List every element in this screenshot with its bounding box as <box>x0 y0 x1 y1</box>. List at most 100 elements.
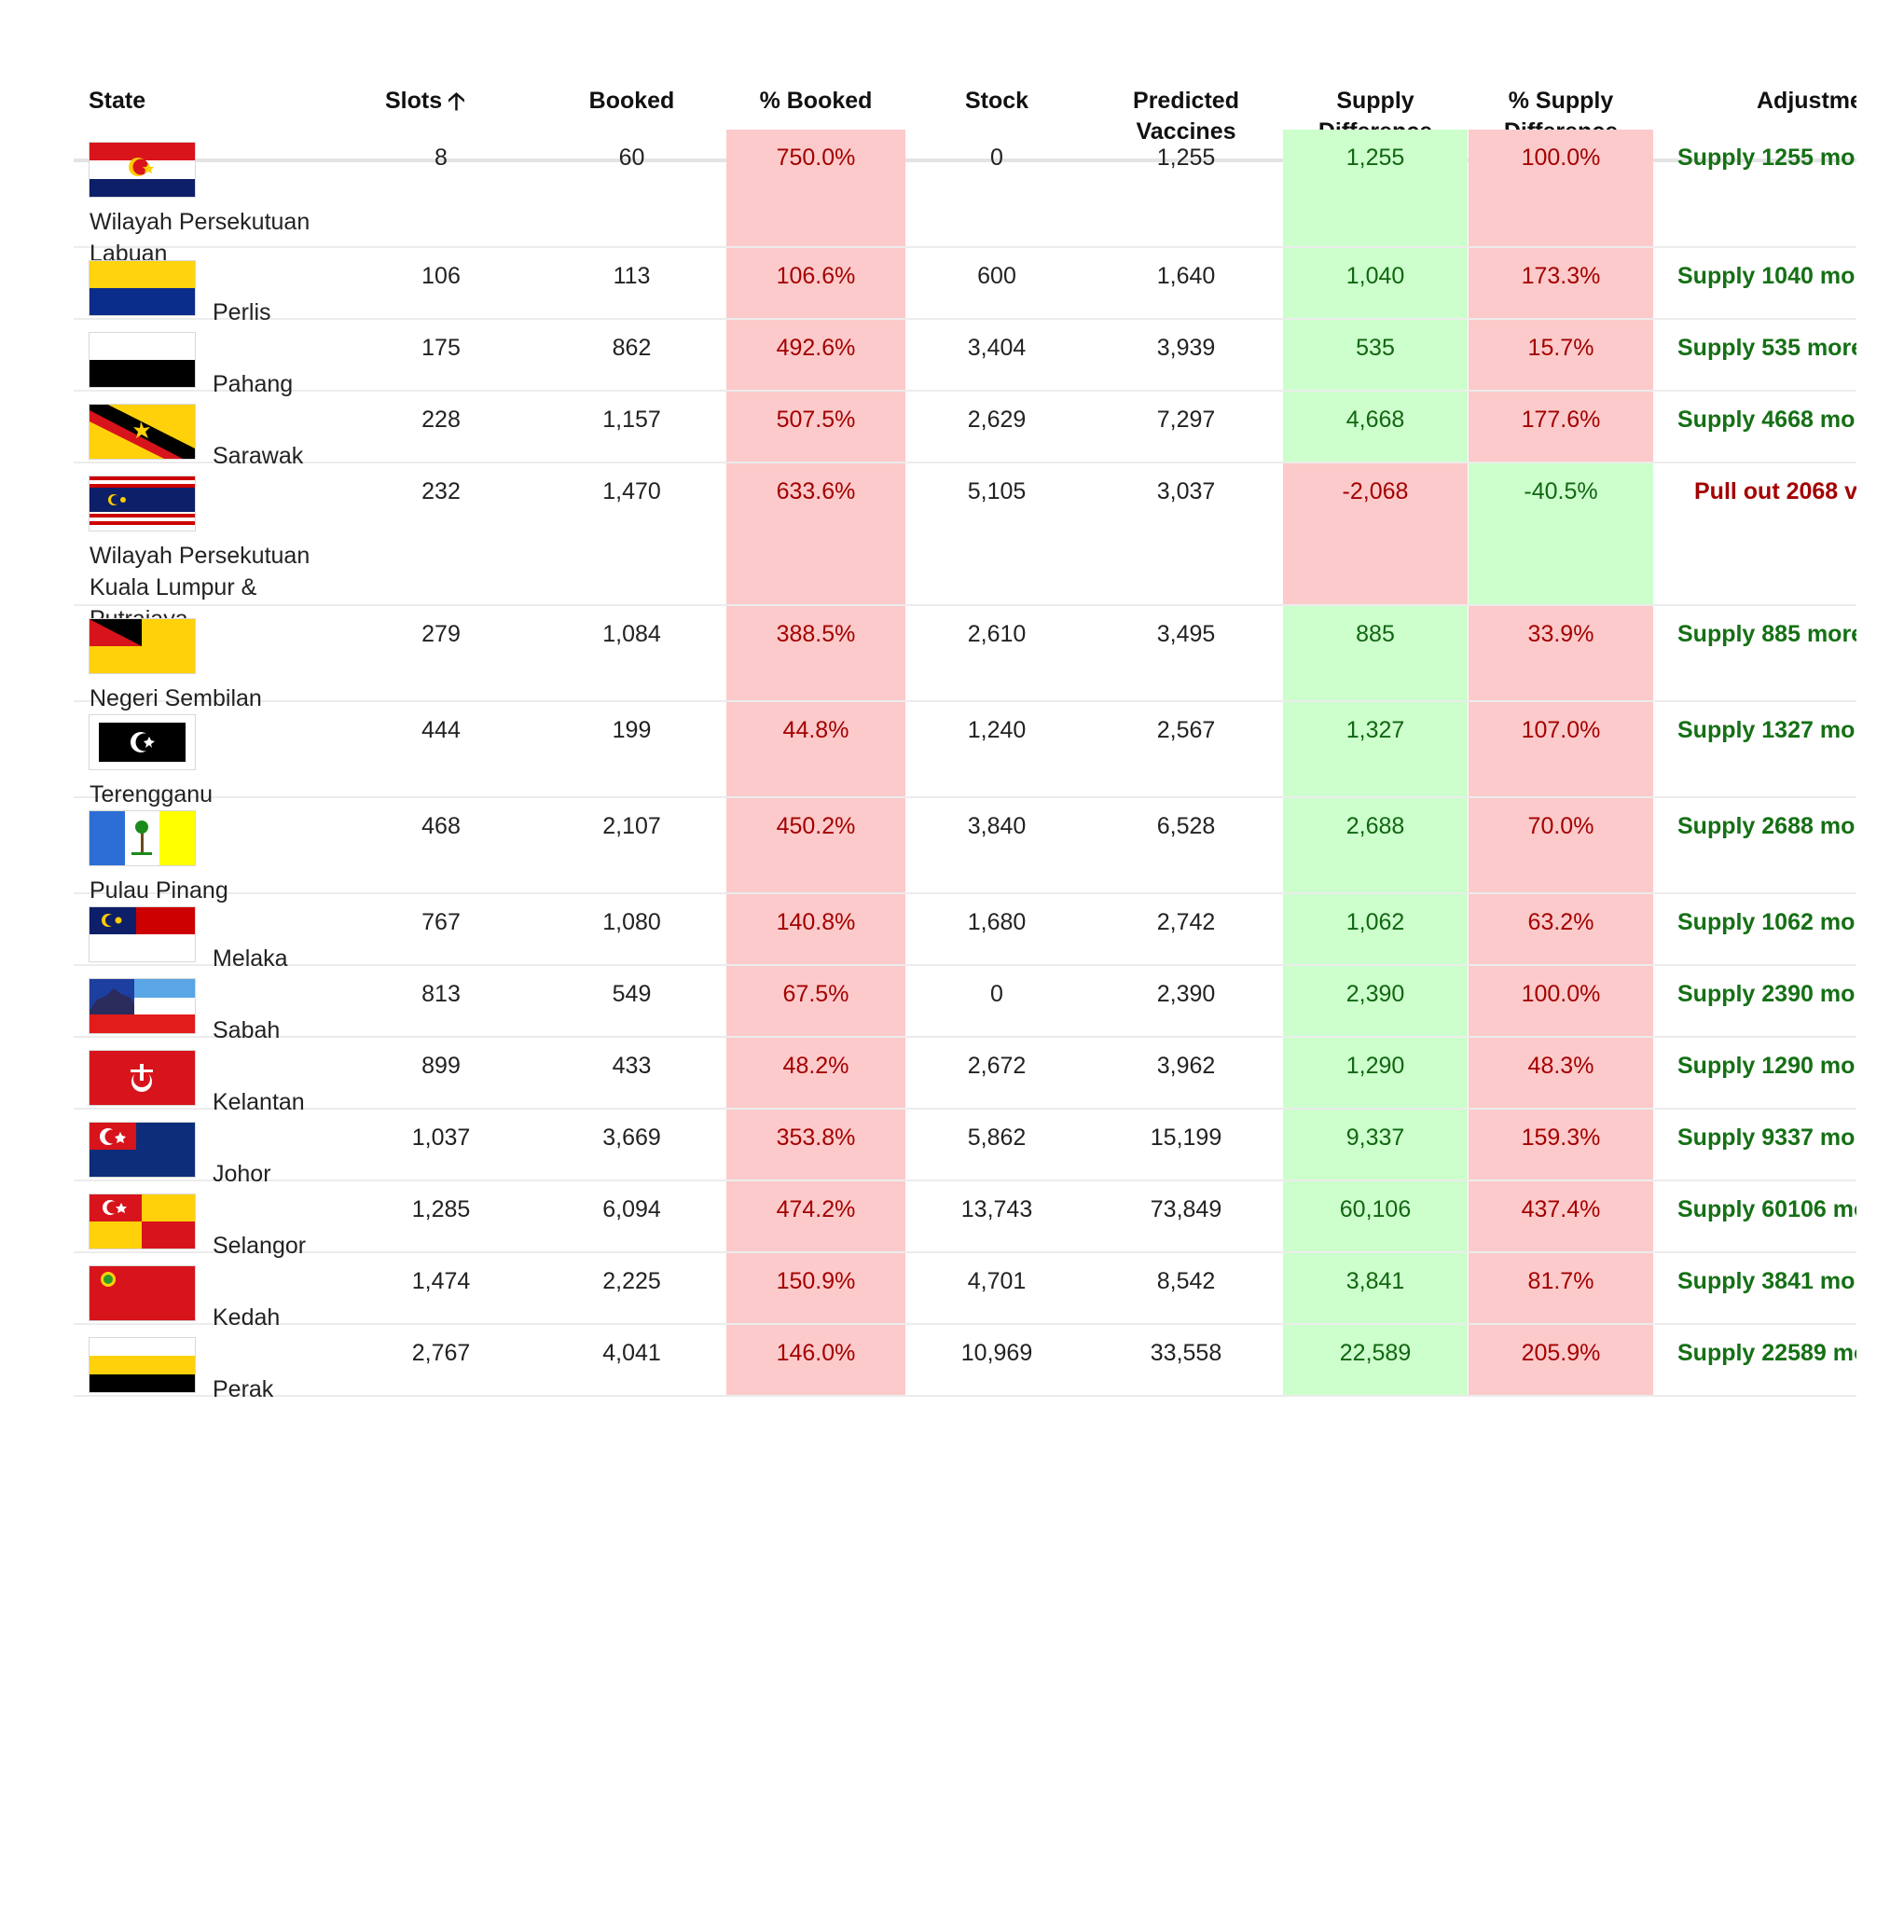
perak-flag <box>90 1338 195 1392</box>
header-adjustment[interactable]: Adjustme <box>1757 86 1856 117</box>
header-stock[interactable]: Stock <box>931 86 1062 117</box>
slots-cell: 899 <box>385 1038 497 1108</box>
supply-difference-cell: -2,068 <box>1283 463 1468 604</box>
pct-supply-difference-cell: 48.3% <box>1469 1038 1653 1108</box>
pct-booked-cell: 146.0% <box>726 1325 905 1395</box>
table-row: Kedah 1,474 2,225 150.9% 4,701 8,542 3,841 81.7… <box>74 1253 1856 1325</box>
adjustment-cell: Supply 1255 mor <box>1670 130 1856 246</box>
slots-cell: 228 <box>385 392 497 462</box>
johor-flag <box>90 1123 195 1177</box>
table-row: Sabah 813 549 67.5% 0 2,390 2,390 100.0% Supply … <box>74 966 1856 1038</box>
pahang-flag <box>90 333 195 387</box>
pct-booked-cell: 353.8% <box>726 1110 905 1180</box>
supply-difference-cell: 9,337 <box>1283 1110 1468 1180</box>
sabah-flag <box>90 979 195 1033</box>
table-row: Perak 2,767 4,041 146.0% 10,969 33,558 22,589 2… <box>74 1325 1856 1397</box>
kl-flag <box>90 476 195 531</box>
state-cell: Terengganu <box>90 715 351 809</box>
perlis-flag <box>90 261 195 315</box>
booked-cell: 2,225 <box>559 1253 704 1323</box>
supply-difference-cell: 1,040 <box>1283 248 1468 318</box>
adjustment-cell: Supply 1327 mor <box>1670 702 1856 796</box>
pct-booked-cell: 48.2% <box>726 1038 905 1108</box>
header-state[interactable]: State <box>89 86 145 117</box>
predicted-cell: 8,542 <box>1097 1253 1275 1323</box>
pct-supply-difference-cell: 205.9% <box>1469 1325 1653 1395</box>
booked-cell: 60 <box>559 130 704 246</box>
stock-cell: 3,840 <box>931 798 1062 892</box>
stock-cell: 600 <box>931 248 1062 318</box>
pct-supply-difference-cell: 159.3% <box>1469 1110 1653 1180</box>
kelantan-flag <box>90 1051 195 1105</box>
adjustment-cell: Supply 2390 mor <box>1670 966 1856 1036</box>
pct-booked-cell: 106.6% <box>726 248 905 318</box>
predicted-cell: 1,640 <box>1097 248 1275 318</box>
stock-cell: 0 <box>931 130 1062 246</box>
predicted-cell: 1,255 <box>1097 130 1275 246</box>
stock-cell: 1,680 <box>931 894 1062 964</box>
supply-difference-cell: 1,290 <box>1283 1038 1468 1108</box>
pct-supply-difference-cell: 81.7% <box>1469 1253 1653 1323</box>
header-pct-booked[interactable]: % Booked <box>726 86 905 117</box>
header-slots[interactable]: Slots 🡡 <box>385 86 465 117</box>
predicted-cell: 3,037 <box>1097 463 1275 604</box>
pct-supply-difference-cell: 33.9% <box>1469 606 1653 700</box>
supply-difference-cell: 4,668 <box>1283 392 1468 462</box>
pct-booked-cell: 150.9% <box>726 1253 905 1323</box>
stock-cell: 4,701 <box>931 1253 1062 1323</box>
slots-cell: 106 <box>385 248 497 318</box>
slots-cell: 444 <box>385 702 497 796</box>
pct-supply-difference-cell: 177.6% <box>1469 392 1653 462</box>
supply-difference-cell: 1,327 <box>1283 702 1468 796</box>
stock-cell: 5,105 <box>931 463 1062 604</box>
adjustment-cell: Supply 60106 mo <box>1670 1181 1856 1251</box>
kedah-flag <box>90 1266 195 1320</box>
vaccine-table: State Slots 🡡 Booked % Booked Stock Predi… <box>74 0 1856 1932</box>
slots-cell: 468 <box>385 798 497 892</box>
pulau-pinang-flag <box>90 811 195 865</box>
predicted-cell: 7,297 <box>1097 392 1275 462</box>
pct-booked-cell: 388.5% <box>726 606 905 700</box>
pct-booked-cell: 450.2% <box>726 798 905 892</box>
slots-cell: 1,285 <box>385 1181 497 1251</box>
predicted-cell: 3,495 <box>1097 606 1275 700</box>
predicted-cell: 6,528 <box>1097 798 1275 892</box>
negeri-sembilan-flag <box>90 619 195 673</box>
stock-cell: 2,629 <box>931 392 1062 462</box>
stock-cell: 0 <box>931 966 1062 1036</box>
pct-supply-difference-cell: 107.0% <box>1469 702 1653 796</box>
pct-booked-cell: 633.6% <box>726 463 905 604</box>
pct-supply-difference-cell: -40.5% <box>1469 463 1653 604</box>
pct-booked-cell: 140.8% <box>726 894 905 964</box>
selangor-flag <box>90 1194 195 1249</box>
booked-cell: 6,094 <box>559 1181 704 1251</box>
stock-cell: 10,969 <box>931 1325 1062 1395</box>
supply-difference-cell: 60,106 <box>1283 1181 1468 1251</box>
predicted-cell: 33,558 <box>1097 1325 1275 1395</box>
booked-cell: 1,080 <box>559 894 704 964</box>
slots-cell: 232 <box>385 463 497 604</box>
booked-cell: 4,041 <box>559 1325 704 1395</box>
adjustment-cell: Supply 22589 mo <box>1670 1325 1856 1395</box>
adjustment-cell: Supply 2688 mor <box>1670 798 1856 892</box>
adjustment-cell: Pull out 2068 v <box>1670 463 1856 604</box>
predicted-cell: 73,849 <box>1097 1181 1275 1251</box>
melaka-flag <box>90 907 195 961</box>
pct-supply-difference-cell: 70.0% <box>1469 798 1653 892</box>
pct-booked-cell: 474.2% <box>726 1181 905 1251</box>
sarawak-flag <box>90 405 195 459</box>
slots-cell: 1,474 <box>385 1253 497 1323</box>
booked-cell: 549 <box>559 966 704 1036</box>
adjustment-cell: Supply 535 more <box>1670 320 1856 390</box>
stock-cell: 2,610 <box>931 606 1062 700</box>
booked-cell: 862 <box>559 320 704 390</box>
predicted-cell: 2,567 <box>1097 702 1275 796</box>
pct-supply-difference-cell: 15.7% <box>1469 320 1653 390</box>
header-booked[interactable]: Booked <box>559 86 704 117</box>
predicted-cell: 2,390 <box>1097 966 1275 1036</box>
supply-difference-cell: 22,589 <box>1283 1325 1468 1395</box>
stock-cell: 13,743 <box>931 1181 1062 1251</box>
slots-cell: 767 <box>385 894 497 964</box>
adjustment-cell: Supply 4668 mor <box>1670 392 1856 462</box>
pct-booked-cell: 67.5% <box>726 966 905 1036</box>
